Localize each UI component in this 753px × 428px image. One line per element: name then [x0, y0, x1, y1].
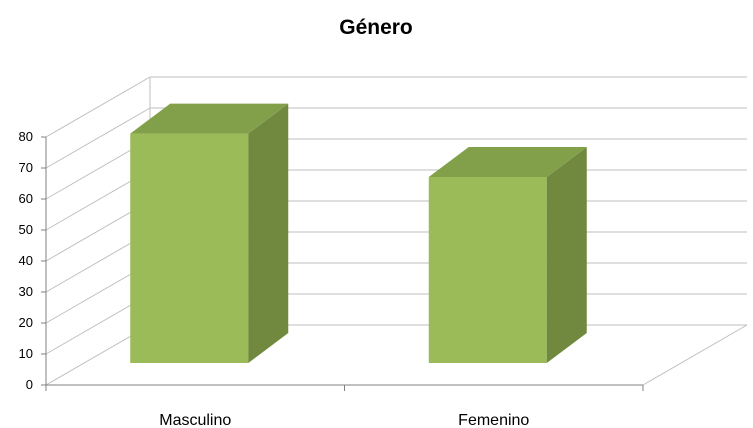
bar-side — [248, 103, 289, 363]
y-tick-label: 20 — [19, 315, 33, 330]
y-tick-label: 30 — [19, 284, 33, 299]
floor-edge — [642, 324, 748, 386]
y-tick-label: 40 — [19, 253, 33, 268]
bar-top — [130, 103, 289, 134]
y-tick-label: 50 — [19, 222, 33, 237]
gridline-side — [45, 76, 151, 138]
bar — [130, 103, 289, 363]
y-axis-ticks: 0 10 20 30 40 50 60 70 80 — [19, 129, 33, 392]
y-tick-label: 60 — [19, 191, 33, 206]
bar — [428, 147, 587, 363]
x-axis-labels: Masculino Femenino — [159, 412, 529, 428]
bar-front — [428, 177, 547, 363]
y-tick-label: 10 — [19, 346, 33, 361]
y-tick-label: 80 — [19, 129, 33, 144]
y-tick-label: 70 — [19, 160, 33, 175]
axes — [41, 136, 644, 391]
bar-side — [546, 147, 587, 363]
chart-title: Género — [339, 16, 413, 39]
gridline-side — [45, 107, 151, 169]
x-category-label: Masculino — [159, 412, 231, 428]
bars — [130, 103, 587, 363]
bar-top — [428, 147, 587, 177]
bar-front — [130, 133, 249, 363]
y-tick-label: 0 — [26, 377, 33, 392]
x-category-label: Femenino — [458, 412, 529, 428]
